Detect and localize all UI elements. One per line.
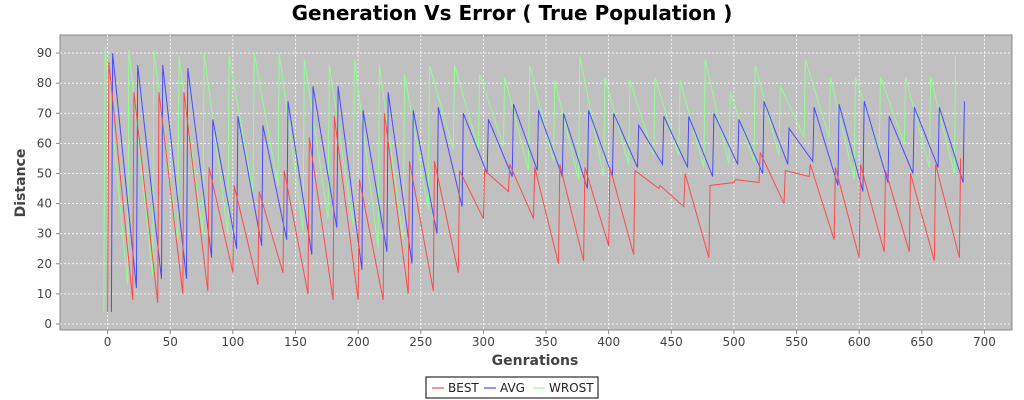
legend-label-best: BEST <box>448 381 479 395</box>
x-tick-label: 600 <box>848 335 871 349</box>
x-tick-label: 450 <box>660 335 683 349</box>
y-axis: 0 10 20 30 40 50 60 70 80 90 <box>37 46 60 331</box>
y-axis-label: Distance <box>13 149 29 218</box>
grid-lines <box>60 35 1012 330</box>
x-tick-label: 400 <box>597 335 620 349</box>
x-tick-label: 700 <box>973 335 996 349</box>
legend: BEST AVG WROST <box>425 376 599 399</box>
x-tick-label: 650 <box>910 335 933 349</box>
legend-label-wrost: WROST <box>549 381 594 395</box>
legend-label-avg: AVG <box>500 381 525 395</box>
series-layer <box>103 46 965 312</box>
plot-area <box>59 34 1013 331</box>
y-tick-label: 90 <box>37 46 52 60</box>
y-tick-label: 80 <box>37 76 52 90</box>
x-tick-label: 350 <box>535 335 558 349</box>
y-tick-label: 60 <box>37 136 52 150</box>
y-tick-label: 10 <box>37 287 52 301</box>
series-line-avg <box>110 53 965 312</box>
x-axis-label: Genrations <box>492 353 579 369</box>
y-tick-label: 0 <box>44 317 52 331</box>
legend-box <box>425 376 599 399</box>
series-line-wrost <box>103 46 957 312</box>
series-line-best <box>107 62 962 312</box>
x-tick-label: 300 <box>472 335 495 349</box>
y-tick-label: 30 <box>37 227 52 241</box>
x-tick-label: 100 <box>221 335 244 349</box>
y-tick-label: 50 <box>37 166 52 180</box>
chart-title: Generation Vs Error ( True Population ) <box>292 1 733 25</box>
x-tick-label: 250 <box>409 335 432 349</box>
x-tick-label: 500 <box>722 335 745 349</box>
y-tick-label: 40 <box>37 197 52 211</box>
x-tick-label: 550 <box>785 335 808 349</box>
x-tick-label: 150 <box>284 335 307 349</box>
y-tick-label: 20 <box>37 257 52 271</box>
x-tick-label: 50 <box>163 335 178 349</box>
y-tick-label: 70 <box>37 106 52 120</box>
x-tick-label: 0 <box>104 335 112 349</box>
x-axis: 0 50 100 150 200 250 300 350 400 450 500 550 600 650 7… <box>104 330 996 349</box>
x-tick-label: 200 <box>347 335 370 349</box>
